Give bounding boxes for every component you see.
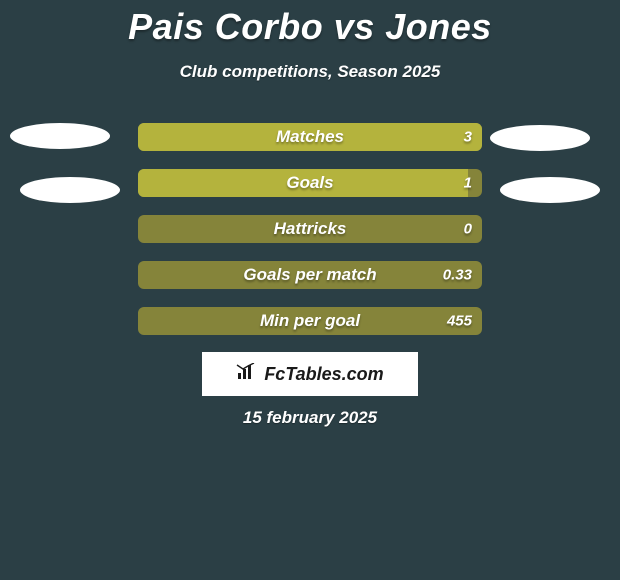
stat-label: Matches — [138, 123, 482, 151]
stat-row: Matches3 — [138, 123, 482, 151]
stat-value: 455 — [447, 313, 472, 330]
decorative-ellipse — [10, 123, 110, 149]
bar-chart-icon — [236, 363, 258, 386]
stat-label: Hattricks — [138, 215, 482, 243]
stat-row: Goals per match0.33 — [138, 261, 482, 289]
stat-row: Hattricks0 — [138, 215, 482, 243]
stat-value: 3 — [464, 129, 472, 146]
brand-badge: FcTables.com — [202, 352, 418, 396]
date-text: 15 february 2025 — [0, 408, 620, 428]
subtitle: Club competitions, Season 2025 — [0, 62, 620, 82]
stat-label: Goals — [138, 169, 482, 197]
decorative-ellipse — [500, 177, 600, 203]
page-title: Pais Corbo vs Jones — [0, 0, 620, 48]
decorative-ellipse — [490, 125, 590, 151]
stat-rows-container: Matches3Goals1Hattricks0Goals per match0… — [0, 123, 620, 353]
stat-row: Min per goal455 — [138, 307, 482, 335]
stat-value: 0.33 — [443, 267, 472, 284]
decorative-ellipse — [20, 177, 120, 203]
comparison-infographic: Pais Corbo vs Jones Club competitions, S… — [0, 0, 620, 580]
stat-value: 1 — [464, 175, 472, 192]
stat-label: Min per goal — [138, 307, 482, 335]
stat-row: Goals1 — [138, 169, 482, 197]
stat-label: Goals per match — [138, 261, 482, 289]
stat-value: 0 — [464, 221, 472, 238]
brand-text: FcTables.com — [264, 364, 383, 385]
